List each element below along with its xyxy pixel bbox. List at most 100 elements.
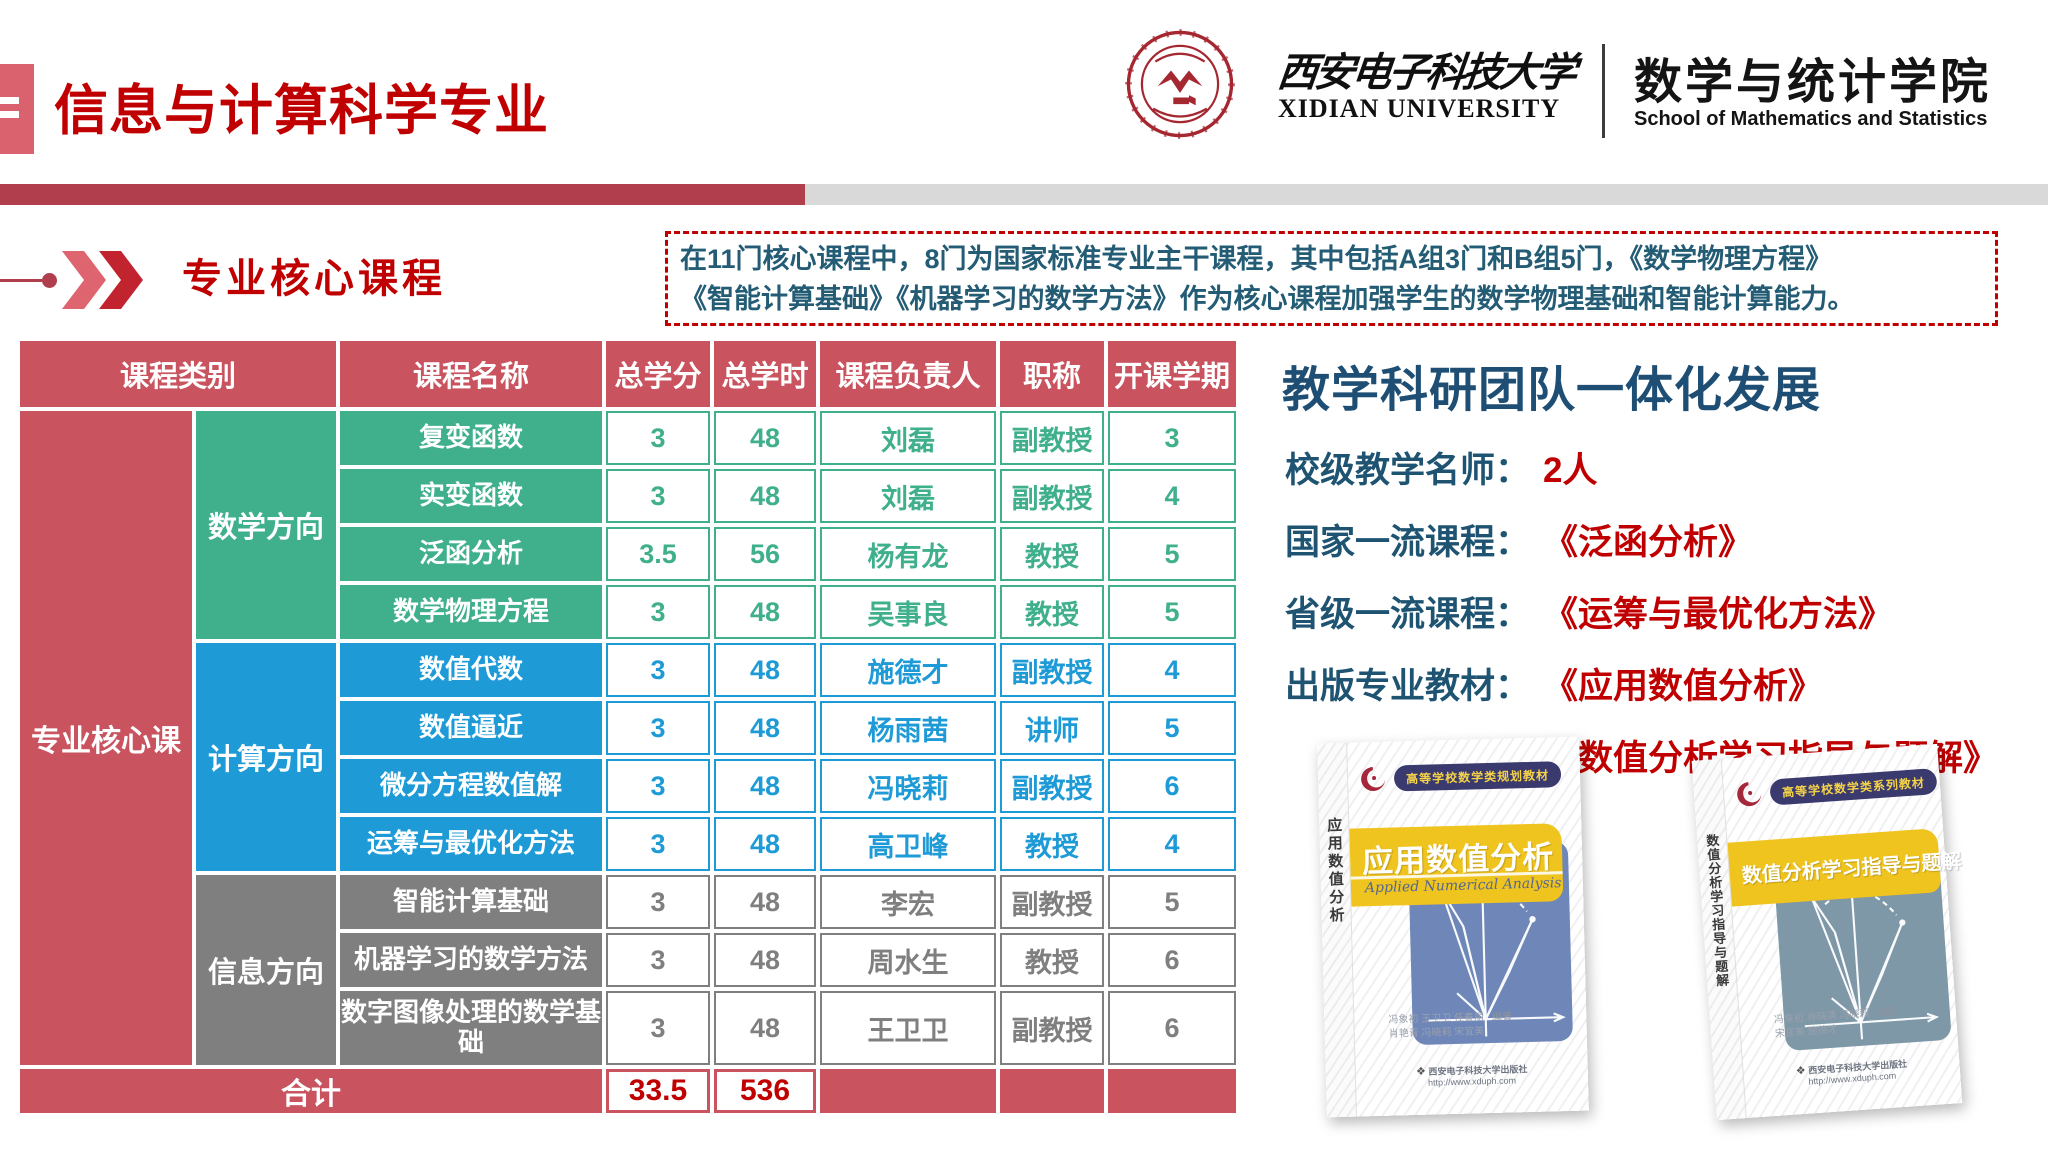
cell-course-name: 智能计算基础 <box>340 875 602 929</box>
list-item: 出版专业教材： 《应用数值分析》 <box>1285 658 2025 709</box>
item-value: 《泛函分析》 <box>1543 523 1754 562</box>
cell-rank: 副教授 <box>1000 991 1104 1065</box>
note-line-2: 《智能计算基础》《机器学习的数学方法》作为核心课程加强学生的数学物理基础和智能计… <box>680 283 1855 314</box>
cell-credits: 3 <box>606 701 710 755</box>
table-row: 信息方向 智能计算基础 3 48 李宏 副教授 5 <box>20 875 1236 1065</box>
table-row: 数值逼近 3 48 杨雨茜 讲师 5 <box>20 701 1236 755</box>
book-authors: 冯象初 王卫卫 任春丽 编著 肖艳青 冯晓莉 宋宜美 <box>1388 1011 1513 1040</box>
title-band: 应用数值分析 Applied Numerical Analysis <box>1349 823 1564 907</box>
cell-hours: 48 <box>714 759 816 813</box>
series-label: 高等学校数学类系列教材 <box>1781 775 1926 800</box>
cell-credits: 3 <box>606 817 710 871</box>
cell-leader: 吴事良 <box>820 585 996 639</box>
cell-leader: 冯晓莉 <box>820 759 996 813</box>
cell-course-name: 泛函分析 <box>340 527 602 581</box>
cell-semester: 4 <box>1108 817 1236 871</box>
chevron-right-icon <box>62 251 106 309</box>
cell-leader: 李宏 <box>820 875 996 929</box>
section-dot <box>42 273 57 288</box>
cell-semester: 3 <box>1108 411 1236 465</box>
page-title: 信息与计算科学专业 <box>54 81 549 141</box>
cell-credits: 3 <box>606 759 710 813</box>
table-row: 专业核心课 数学方向 复变函数 3 48 刘磊 副教授 3 <box>20 411 1236 1065</box>
total-credits: 33.5 <box>606 1069 710 1113</box>
cell-leader: 王卫卫 <box>820 991 996 1065</box>
cell-rank: 讲师 <box>1000 701 1104 755</box>
publisher-mark-icon: ❖ <box>1415 1065 1427 1079</box>
table-header-row: 课程类别 课程名称 总学分 总学时 课程负责人 职称 开课学期 <box>20 341 1236 407</box>
list-item: 校级教学名师： 2人 <box>1285 442 2025 493</box>
cell-category: 专业核心课 <box>20 411 192 1065</box>
cell-leader: 高卫峰 <box>820 817 996 871</box>
publisher-block: ❖ 西安电子科技大学出版社 http://www.xduph.com <box>1743 1055 1960 1092</box>
cell-course-name: 实变函数 <box>340 469 602 523</box>
cell-rank: 副教授 <box>1000 469 1104 523</box>
cell-hours: 48 <box>714 585 816 639</box>
cell-credits: 3 <box>606 875 710 929</box>
cell-credits: 3.5 <box>606 527 710 581</box>
cell-hours: 48 <box>714 817 816 871</box>
publisher-swirl-icon <box>1737 782 1762 807</box>
col-header-leader: 课程负责人 <box>820 341 996 407</box>
total-hours: 536 <box>714 1069 816 1113</box>
series-banner: 高等学校数学类规划教材 <box>1393 761 1562 792</box>
cell-course-name: 数值逼近 <box>340 701 602 755</box>
cell-course-name: 运筹与最优化方法 <box>340 817 602 871</box>
table-row: 运筹与最优化方法 3 48 高卫峰 教授 4 <box>20 817 1236 871</box>
cell-course-name: 复变函数 <box>340 411 602 465</box>
cell-hours: 48 <box>714 933 816 987</box>
cell-hours: 48 <box>714 875 816 929</box>
cell-semester: 5 <box>1108 701 1236 755</box>
university-seal-icon <box>1125 29 1235 139</box>
cell-hours: 48 <box>714 701 816 755</box>
cell-leader: 刘磊 <box>820 469 996 523</box>
panel-heading: 教学科研团队一体化发展 <box>1282 364 1822 417</box>
total-label: 合计 <box>20 1069 602 1113</box>
item-label: 省级一流课程： <box>1285 595 1531 634</box>
school-name-en: School of Mathematics and Statistics <box>1634 108 1988 130</box>
book-front-cover: 高等学校数学类系列教材 数值分析学习指导与题解 冯象初 <box>1722 744 1963 1118</box>
item-value: 《运筹与最优化方法》 <box>1543 595 1894 634</box>
cell-semester: 6 <box>1108 933 1236 987</box>
publisher-swirl-icon <box>1361 767 1386 792</box>
list-item: 国家一流课程： 《泛函分析》 <box>1285 514 2025 565</box>
equals-bar-bottom <box>0 111 19 118</box>
header-band-red <box>0 184 805 205</box>
table-total-row: 合计 33.5 536 <box>20 1069 1236 1113</box>
cell-leader: 刘磊 <box>820 411 996 465</box>
cell-hours: 48 <box>714 411 816 465</box>
cell-leader: 施德才 <box>820 643 996 697</box>
section-line <box>0 279 42 282</box>
cell-rank: 教授 <box>1000 817 1104 871</box>
cell-semester: 5 <box>1108 585 1236 639</box>
col-header-hours: 总学时 <box>714 341 816 407</box>
cell-rank: 副教授 <box>1000 643 1104 697</box>
cell-leader: 周水生 <box>820 933 996 987</box>
school-name-cn: 数学与统计学院 <box>1634 56 1992 109</box>
cell-course-name: 数学物理方程 <box>340 585 602 639</box>
spine-title: 数值分析学习指导与题解 <box>1703 833 1730 988</box>
item-label: 国家一流课程： <box>1285 523 1531 562</box>
book-cover-numerical-analysis-guide: 数值分析学习指导与题解 高等学校数学类系列教材 <box>1691 743 1963 1121</box>
cell-hours: 48 <box>714 469 816 523</box>
equals-bar-top <box>0 97 19 104</box>
publisher-mark-icon: ❖ <box>1795 1064 1807 1078</box>
cell-semester: 4 <box>1108 643 1236 697</box>
item-value: 2人 <box>1543 451 1598 490</box>
series-banner: 高等学校数学类系列教材 <box>1769 768 1938 806</box>
cell-semester: 5 <box>1108 875 1236 929</box>
university-name-en: XIDIAN UNIVERSITY <box>1278 94 1561 123</box>
cell-credits: 3 <box>606 469 710 523</box>
cell-rank: 副教授 <box>1000 875 1104 929</box>
table-row: 计算方向 数值代数 3 48 施德才 副教授 4 <box>20 643 1236 871</box>
cell-credits: 3 <box>606 991 710 1065</box>
col-header-semester: 开课学期 <box>1108 341 1236 407</box>
cell-rank: 教授 <box>1000 585 1104 639</box>
cell-course-name: 机器学习的数学方法 <box>340 933 602 987</box>
header-divider <box>1602 44 1605 138</box>
cell-semester: 6 <box>1108 991 1236 1065</box>
col-header-rank: 职称 <box>1000 341 1104 407</box>
table-row: 微分方程数值解 3 48 冯晓莉 副教授 6 <box>20 759 1236 813</box>
list-item: 省级一流课程： 《运筹与最优化方法》 <box>1285 586 2025 637</box>
series-label: 高等学校数学类规划教材 <box>1405 767 1550 786</box>
